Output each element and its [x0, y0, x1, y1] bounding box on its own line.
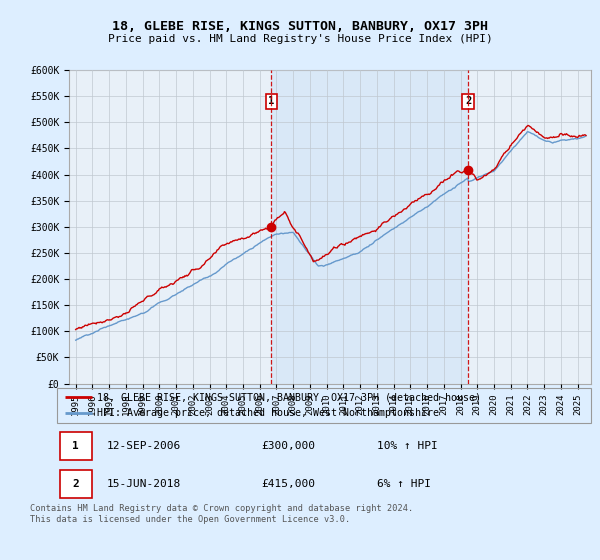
- Text: 15-JUN-2018: 15-JUN-2018: [107, 479, 181, 489]
- Text: 2: 2: [73, 479, 79, 489]
- Text: £415,000: £415,000: [261, 479, 315, 489]
- Bar: [60, 432, 92, 460]
- Text: £300,000: £300,000: [261, 441, 315, 451]
- Text: 18, GLEBE RISE, KINGS SUTTON, BANBURY, OX17 3PH (detached house): 18, GLEBE RISE, KINGS SUTTON, BANBURY, O…: [97, 392, 481, 402]
- Text: 1: 1: [268, 96, 275, 106]
- Text: 2: 2: [465, 96, 471, 106]
- Text: 6% ↑ HPI: 6% ↑ HPI: [377, 479, 431, 489]
- Text: 10% ↑ HPI: 10% ↑ HPI: [377, 441, 438, 451]
- Text: 1: 1: [73, 441, 79, 451]
- Bar: [271, 70, 468, 384]
- Text: Contains HM Land Registry data © Crown copyright and database right 2024.
This d: Contains HM Land Registry data © Crown c…: [30, 504, 413, 524]
- Text: Price paid vs. HM Land Registry's House Price Index (HPI): Price paid vs. HM Land Registry's House …: [107, 34, 493, 44]
- Bar: [60, 469, 92, 498]
- Text: HPI: Average price, detached house, West Northamptonshire: HPI: Average price, detached house, West…: [97, 408, 439, 418]
- Text: 12-SEP-2006: 12-SEP-2006: [107, 441, 181, 451]
- Text: 18, GLEBE RISE, KINGS SUTTON, BANBURY, OX17 3PH: 18, GLEBE RISE, KINGS SUTTON, BANBURY, O…: [112, 20, 488, 32]
